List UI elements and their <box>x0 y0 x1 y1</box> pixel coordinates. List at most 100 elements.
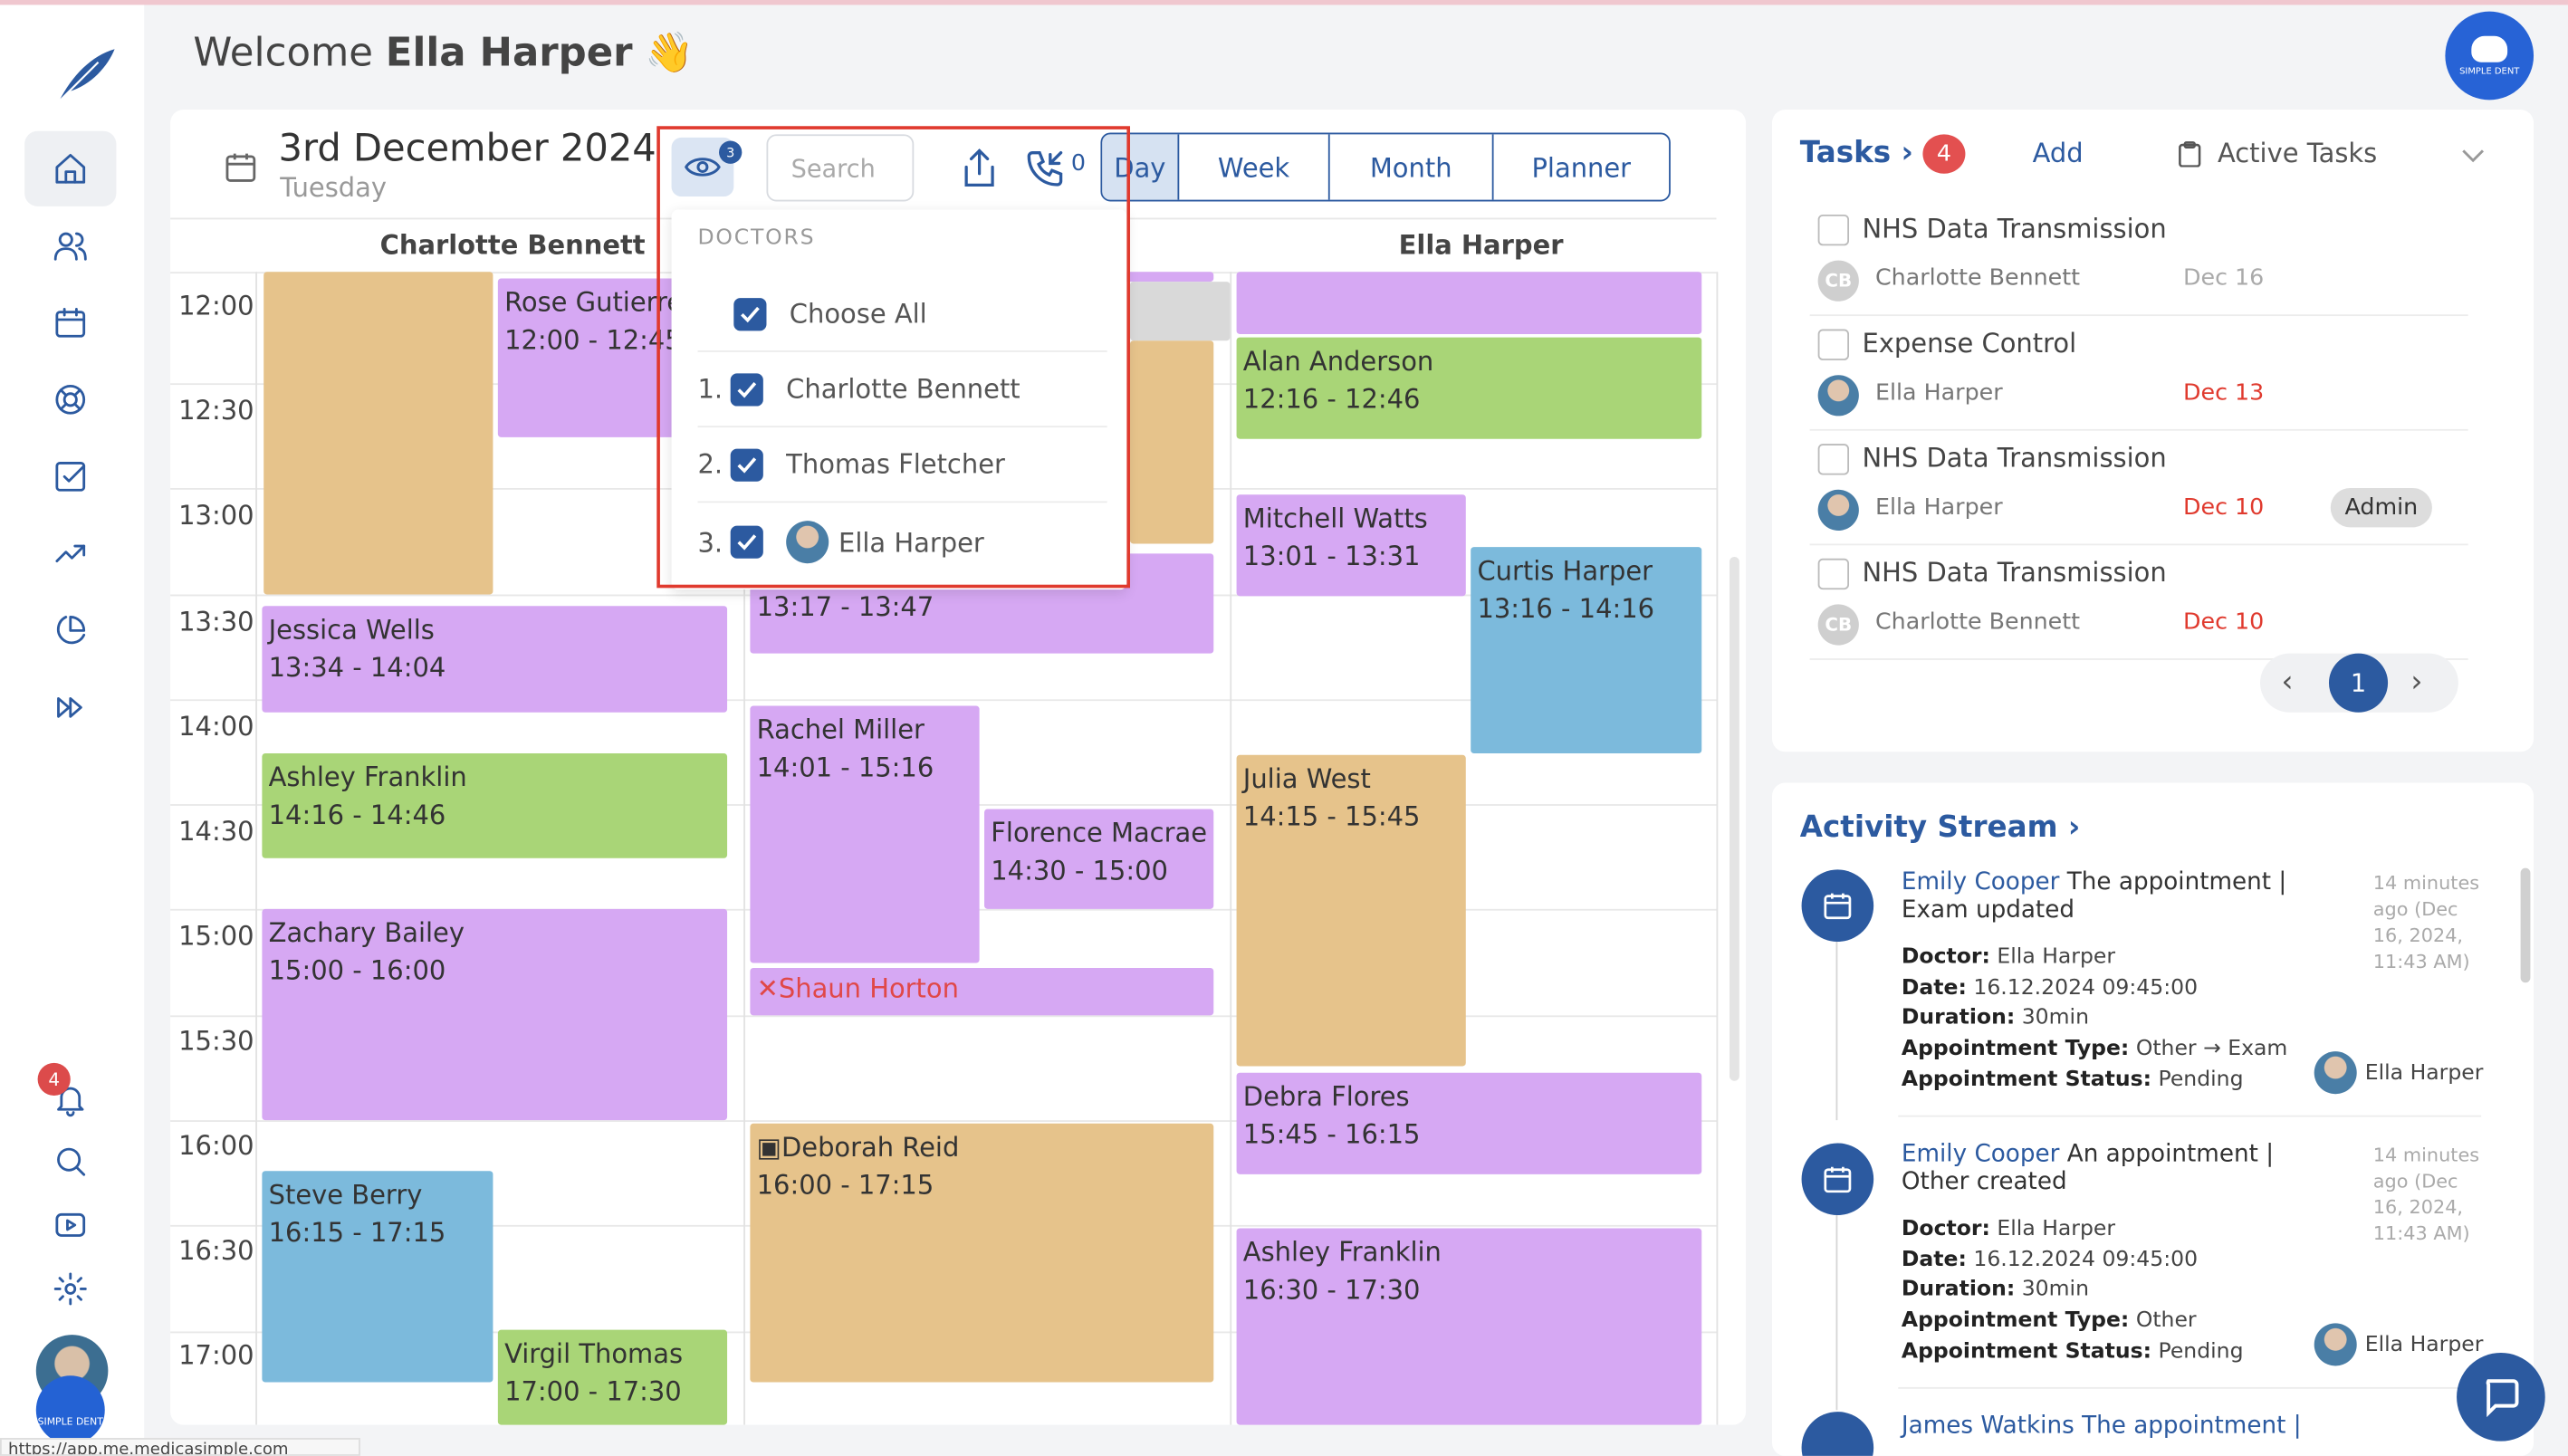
doctor-option[interactable]: 3. Ella Harper <box>698 504 1107 580</box>
appointment-time: 14:01 - 15:16 <box>756 752 934 783</box>
checkbox-checked-icon[interactable] <box>730 447 763 481</box>
checkbox-checked-icon[interactable] <box>733 297 767 330</box>
brand-logo-button[interactable]: SIMPLE DENT <box>2445 11 2534 101</box>
chevron-right-icon[interactable]: › <box>2410 665 2423 700</box>
calendar-date-icon[interactable] <box>223 149 259 192</box>
time-label: 12:30 <box>178 394 254 426</box>
detail-value: Ella Harper <box>1997 944 2116 970</box>
appointment-block[interactable]: Rachel Miller 14:01 - 15:16 <box>750 705 980 963</box>
appointment-block[interactable]: Debra Flores 15:45 - 16:15 <box>1236 1072 1702 1174</box>
task-checkbox[interactable] <box>1817 558 1850 590</box>
calendar-weekday: Tuesday <box>280 171 388 204</box>
appointment-block[interactable] <box>264 272 493 595</box>
chevron-left-icon[interactable]: ‹ <box>2281 665 2294 700</box>
task-item[interactable]: NHS Data Transmission CB Charlotte Benne… <box>1809 545 2468 660</box>
appointment-name: Rachel Miller <box>756 714 925 745</box>
sidebar-item-home[interactable] <box>24 130 117 206</box>
task-title: NHS Data Transmission <box>1862 556 2167 589</box>
sidebar-brand-logo[interactable]: SIMPLE DENT <box>35 1375 105 1445</box>
task-item[interactable]: NHS Data Transmission Ella Harper Dec 10… <box>1809 431 2468 546</box>
time-label: 16:00 <box>178 1130 254 1162</box>
sidebar-item-reports[interactable] <box>24 516 116 591</box>
tab-week[interactable]: Week <box>1179 134 1330 200</box>
tasks-filter-select[interactable]: Active Tasks <box>2217 137 2378 169</box>
appointment-block[interactable]: Ashley Franklin 14:16 - 14:46 <box>262 753 728 858</box>
sidebar-item-patients[interactable] <box>24 208 116 283</box>
search-button[interactable] <box>24 1124 116 1199</box>
doctor-option[interactable]: 2. Thomas Fletcher <box>697 427 1107 503</box>
task-item[interactable]: Expense Control Ella Harper Dec 13 <box>1809 316 2468 431</box>
activity-stream-link[interactable]: Activity Stream › <box>1800 810 2081 845</box>
appointment-block[interactable]: Ashley Franklin 16:30 - 17:30 <box>1236 1228 1702 1425</box>
task-item[interactable]: NHS Data Transmission CB Charlotte Benne… <box>1809 201 2468 317</box>
missed-calls-icon[interactable] <box>1023 148 1066 196</box>
gear-icon <box>53 1272 87 1306</box>
appointment-block[interactable]: Zachary Bailey 15:00 - 16:00 <box>262 908 728 1121</box>
task-checkbox[interactable] <box>1817 214 1850 246</box>
calendar-search-input[interactable]: Search <box>766 134 915 202</box>
appointment-name: Ashley Franklin <box>1242 1236 1442 1268</box>
sidebar-item-calendar[interactable] <box>24 285 116 360</box>
detail-label: Appointment Status: <box>1901 1339 2152 1365</box>
checkbox-checked-icon[interactable] <box>730 525 763 559</box>
appointment-block[interactable] <box>1130 340 1214 544</box>
appointment-block[interactable]: Curtis Harper 13:16 - 14:16 <box>1471 547 1702 754</box>
task-checkbox[interactable] <box>1817 329 1850 360</box>
choose-all-label: Choose All <box>789 298 927 330</box>
sidebar-item-tasks[interactable] <box>24 439 116 514</box>
tab-month[interactable]: Month <box>1330 134 1494 200</box>
appointment-block[interactable]: Steve Berry 16:15 - 17:15 <box>262 1171 493 1383</box>
trending-up-icon <box>55 544 86 563</box>
appointment-block[interactable]: Jessica Wells 13:34 - 14:04 <box>262 606 728 713</box>
export-icon[interactable] <box>960 148 999 196</box>
appointment-block[interactable]: ▣Deborah Reid 16:00 - 17:15 <box>750 1123 1214 1383</box>
activity-actor-link[interactable]: Emily Cooper <box>1901 1141 2060 1168</box>
chevron-down-icon[interactable] <box>2460 141 2487 172</box>
activity-actor-link[interactable]: Emily Cooper <box>1901 869 2060 896</box>
feather-logo-icon[interactable] <box>49 43 121 115</box>
tab-planner[interactable]: Planner <box>1531 151 1632 183</box>
appointment-block-cancelled[interactable]: ✕Shaun Horton <box>750 967 1214 1016</box>
activity-user: Ella Harper <box>2314 1323 2483 1366</box>
task-checkbox[interactable] <box>1817 444 1850 475</box>
doctor-number: 2. <box>697 448 723 480</box>
sidebar-item-forward[interactable] <box>24 670 116 745</box>
task-title: NHS Data Transmission <box>1862 442 2167 474</box>
detail-value: 16.12.2024 09:45:00 <box>1973 1247 2199 1272</box>
appointment-block[interactable]: Florence Macrae 14:30 - 15:00 <box>984 809 1214 909</box>
settings-button[interactable] <box>24 1251 116 1327</box>
appointment-name: Deborah Reid <box>781 1131 960 1164</box>
page-number-button[interactable]: 1 <box>2328 653 2389 713</box>
divider <box>1898 1115 2482 1117</box>
tasks-title-link[interactable]: Tasks › <box>1800 136 1913 170</box>
calendar-scrollbar[interactable] <box>1729 556 1739 1081</box>
checkbox-checked-icon[interactable] <box>730 372 763 406</box>
appointment-name: Shaun Horton <box>778 972 959 1004</box>
appointment-block[interactable] <box>1236 272 1702 334</box>
doctor-option[interactable]: 1. Charlotte Bennett <box>697 352 1107 428</box>
sidebar-item-statistics[interactable] <box>24 593 116 668</box>
appointment-block[interactable]: Mitchell Watts 13:01 - 13:31 <box>1236 494 1466 597</box>
appointment-block[interactable]: Alan Anderson 12:16 - 12:46 <box>1236 337 1702 439</box>
add-task-button[interactable]: Add <box>2032 137 2084 169</box>
tab-day[interactable]: Day <box>1102 134 1180 200</box>
chevron-right-icon: › <box>1901 136 1913 171</box>
appointment-block[interactable]: Virgil Thomas 17:00 - 17:30 <box>497 1329 728 1425</box>
choose-all-option[interactable]: Choose All <box>697 277 1107 352</box>
time-label: 17:00 <box>178 1339 254 1371</box>
home-icon <box>55 153 86 184</box>
appointment-block[interactable]: Julia West 14:15 - 15:45 <box>1236 754 1466 1067</box>
detail-value: 30min <box>2021 1006 2089 1031</box>
brand-label: SIMPLE DENT <box>2459 66 2520 77</box>
lifebuoy-icon <box>55 384 86 415</box>
wave-emoji: 👋 <box>645 29 695 76</box>
detail-label: Duration: <box>1901 1278 2016 1303</box>
notifications-button[interactable] <box>24 1061 116 1136</box>
activity-scrollbar[interactable] <box>2520 867 2531 983</box>
calendar-date[interactable]: 3rd December 2024 <box>278 128 656 171</box>
sidebar-item-support[interactable] <box>24 362 116 437</box>
bell-icon <box>57 1087 84 1117</box>
detail-label: Date: <box>1901 1247 1967 1272</box>
video-tutorials-button[interactable] <box>24 1187 116 1262</box>
chat-button[interactable] <box>2457 1352 2545 1442</box>
